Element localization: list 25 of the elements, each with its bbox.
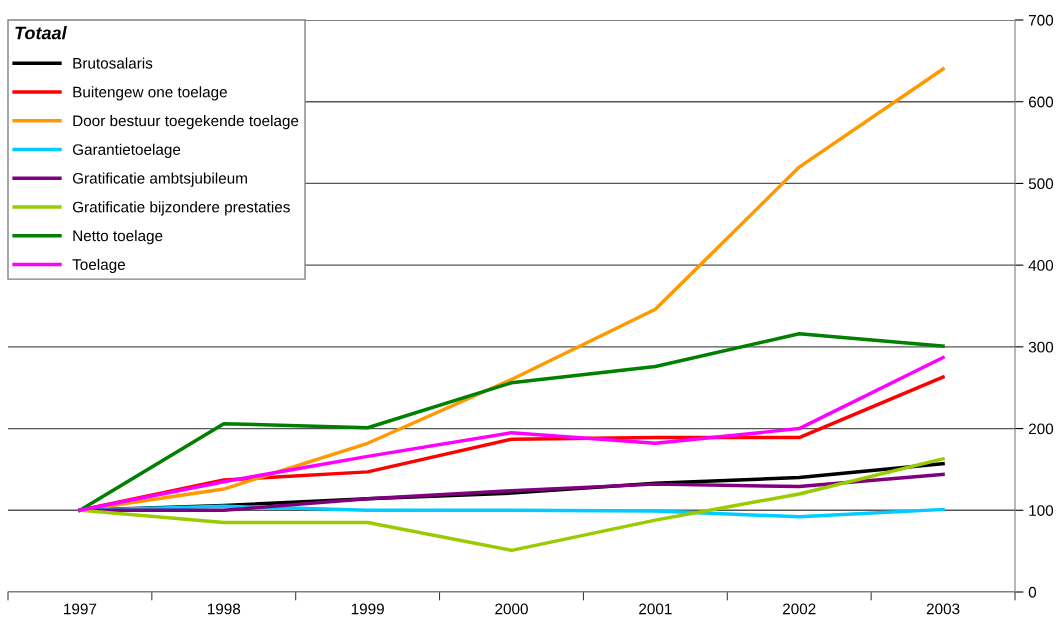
y-tick-label: 100 <box>1029 505 1054 516</box>
x-tick-label: 2001 <box>639 603 672 615</box>
y-tick-label: 0 <box>1028 586 1037 598</box>
x-tick-label: 1999 <box>351 603 384 615</box>
legend-label: Door bestuur toegekende toelage <box>73 114 299 130</box>
legend-label: Brutosalaris <box>73 57 153 69</box>
x-tick-label: 1997 <box>64 603 97 615</box>
legend-title: Totaal <box>15 26 67 40</box>
y-tick-label: 700 <box>1028 14 1054 26</box>
y-tick-label: 600 <box>1028 96 1054 108</box>
legend-label: Netto toelage <box>73 229 163 245</box>
x-tick-label: 2002 <box>782 603 816 615</box>
x-tick-label: 1998 <box>207 603 241 615</box>
y-tick-label: 400 <box>1028 260 1054 271</box>
y-tick-label: 500 <box>1028 178 1054 190</box>
line-series <box>78 457 945 553</box>
legend-label: Gratificatie ambtsjubileum <box>72 172 247 187</box>
legend-label: Toelage <box>72 258 125 273</box>
legend-label: Buitengew one toelage <box>73 86 227 101</box>
x-tick-label: 2003 <box>926 603 960 615</box>
y-tick-label: 300 <box>1028 341 1054 353</box>
legend-label: Gratificatie bijzondere prestaties <box>72 201 290 216</box>
x-tick-label: 2000 <box>495 603 528 615</box>
legend-label: Garantietoelage <box>72 143 181 158</box>
y-tick-label: 200 <box>1028 423 1054 435</box>
